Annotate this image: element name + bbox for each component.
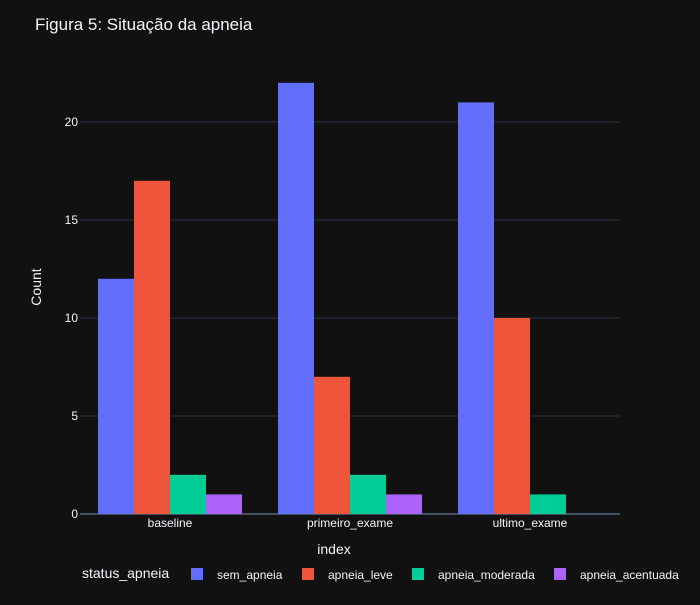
legend-label: apneia_moderada: [438, 568, 535, 582]
legend-title: status_apneia: [82, 565, 169, 581]
x-tick-label: primeiro_exame: [307, 516, 393, 530]
bar-apneia_moderada-primeiro_exame[interactable]: [350, 474, 386, 514]
chart-title: Figura 5: Situação da apneia: [35, 15, 253, 34]
bar-apneia_leve-ultimo_exame[interactable]: [494, 318, 530, 514]
y-tick-label: 5: [71, 409, 78, 423]
y-axis-label: Count: [28, 268, 44, 305]
y-axis-ticks: 0 5 10 15 20: [65, 115, 79, 521]
legend-swatch: [191, 568, 203, 580]
legend-item-apneia_moderada[interactable]: apneia_moderada: [412, 568, 535, 582]
x-axis-ticks: baseline primeiro_exame ultimo_exame: [148, 516, 568, 530]
bar-apneia_leve-primeiro_exame[interactable]: [314, 376, 350, 514]
y-tick-label: 20: [65, 115, 79, 129]
legend-item-apneia_leve[interactable]: apneia_leve: [302, 568, 393, 582]
bar-apneia_leve-baseline[interactable]: [134, 180, 170, 515]
bar-sem_apneia-baseline[interactable]: [98, 278, 134, 514]
x-tick-label: baseline: [148, 516, 193, 530]
bar-apneia_moderada-ultimo_exame[interactable]: [530, 494, 566, 514]
bar-apneia_acentuada-primeiro_exame[interactable]: [386, 494, 422, 514]
bar-apneia_moderada-baseline[interactable]: [170, 474, 206, 514]
legend-swatch: [554, 568, 566, 580]
legend-label: apneia_leve: [328, 568, 393, 582]
x-tick-label: ultimo_exame: [493, 516, 568, 530]
legend-label: sem_apneia: [217, 568, 283, 582]
y-tick-label: 10: [65, 311, 79, 325]
bar-sem_apneia-ultimo_exame[interactable]: [458, 102, 494, 515]
bars: [98, 82, 566, 515]
bar-sem_apneia-primeiro_exame[interactable]: [278, 82, 314, 515]
x-axis-label: index: [317, 541, 350, 557]
y-tick-label: 0: [71, 507, 78, 521]
bar-apneia_acentuada-baseline[interactable]: [206, 494, 242, 514]
legend-swatch: [302, 568, 314, 580]
y-tick-label: 15: [65, 213, 79, 227]
legend-item-sem_apneia[interactable]: sem_apneia: [191, 568, 283, 582]
legend-item-apneia_acentuada[interactable]: apneia_acentuada: [554, 568, 679, 582]
legend-swatch: [412, 568, 424, 580]
legend[interactable]: status_apneia sem_apneia apneia_leve apnei…: [82, 565, 679, 582]
legend-label: apneia_acentuada: [580, 568, 679, 582]
